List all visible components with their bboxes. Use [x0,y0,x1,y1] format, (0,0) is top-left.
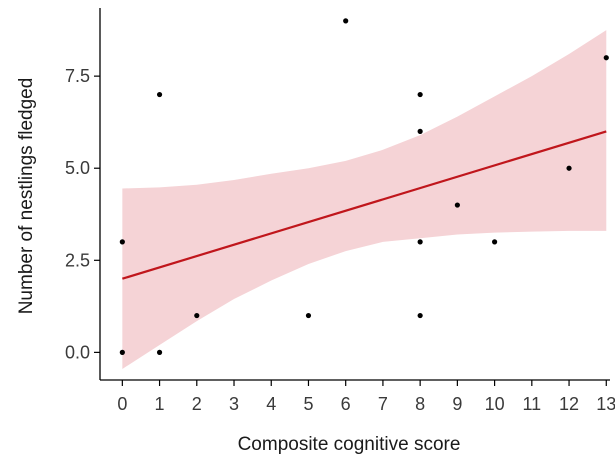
y-tick-label: 5.0 [65,158,90,178]
x-tick-label: 12 [559,394,579,414]
x-tick-label: 1 [155,394,165,414]
data-point [417,312,423,319]
x-tick-label: 0 [117,394,127,414]
x-axis-title: Composite cognitive score [238,434,461,455]
data-point [417,128,423,134]
data-point [343,18,349,24]
x-tick-label: 9 [452,394,462,414]
regression-line [122,130,607,280]
x-tick-label: 3 [229,394,239,414]
data-point [119,239,125,245]
data-point [305,312,312,319]
regression-line-layer [122,130,607,280]
data-point [156,91,163,98]
x-tick-label: 2 [192,394,202,414]
data-point [119,349,125,355]
x-tick-label: 4 [266,394,276,414]
y-tick-label: 7.5 [65,66,90,86]
x-tick-label: 10 [485,394,505,414]
data-point [566,165,572,171]
y-tick-label: 2.5 [65,250,90,270]
data-point [417,239,423,245]
axes-layer: 0 1 2 3 4 5 6 7 8 9 10 11 12 130.02.55.07.5 [65,8,615,414]
y-tick-label: 0.0 [65,342,90,362]
y-axis-title: Number of nestlings fledged [16,78,37,315]
confidence-band-layer [122,30,607,369]
data-point [156,349,163,355]
data-point [454,202,460,208]
data-point [603,55,609,61]
data-point [417,91,423,98]
x-tick-label: 13 [596,394,615,414]
data-point [491,239,498,245]
x-tick-label: 8 [415,394,425,414]
x-tick-label: 11 [522,394,541,414]
x-tick-label: 6 [341,394,351,414]
x-tick-label: 5 [303,394,313,414]
data-points-layer [119,18,609,355]
confidence-band [122,30,607,369]
x-tick-label: 7 [378,394,388,414]
data-point [194,312,200,319]
